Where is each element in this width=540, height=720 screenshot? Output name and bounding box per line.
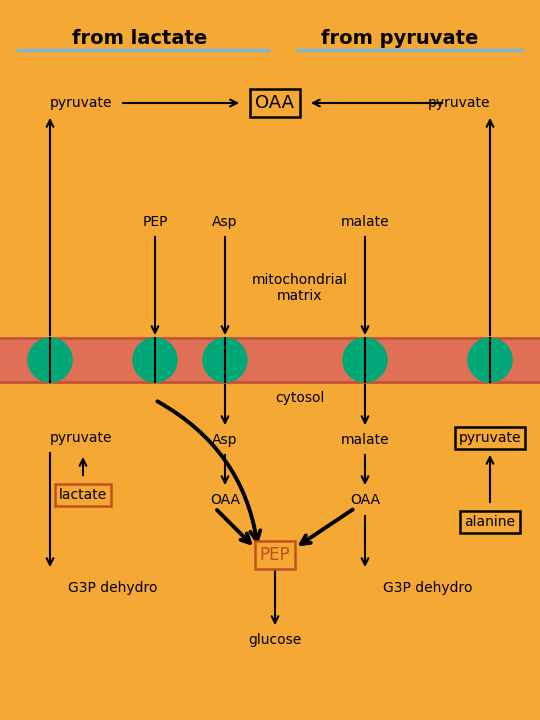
Text: pyruvate: pyruvate <box>428 96 490 110</box>
Text: Asp: Asp <box>212 215 238 229</box>
Text: malate: malate <box>341 433 389 447</box>
Bar <box>0 338 540 382</box>
Text: lactate: lactate <box>59 488 107 502</box>
FancyArrowPatch shape <box>158 401 260 541</box>
Text: cytosol: cytosol <box>275 391 325 405</box>
Text: mitochondrial
matrix: mitochondrial matrix <box>252 273 348 303</box>
Text: PEP: PEP <box>260 546 291 564</box>
Text: pyruvate: pyruvate <box>50 96 112 110</box>
Text: OAA: OAA <box>350 493 380 507</box>
Text: glucose: glucose <box>248 633 302 647</box>
Text: OAA: OAA <box>255 94 294 112</box>
Circle shape <box>343 338 387 382</box>
Text: pyruvate: pyruvate <box>50 431 112 445</box>
Circle shape <box>28 338 72 382</box>
Text: from lactate: from lactate <box>72 29 207 48</box>
Text: G3P dehydro: G3P dehydro <box>68 581 158 595</box>
Text: G3P dehydro: G3P dehydro <box>383 581 472 595</box>
Text: alanine: alanine <box>464 515 516 529</box>
Text: Asp: Asp <box>212 433 238 447</box>
Text: OAA: OAA <box>210 493 240 507</box>
Text: malate: malate <box>341 215 389 229</box>
Text: from pyruvate: from pyruvate <box>321 29 478 48</box>
Text: pyruvate: pyruvate <box>459 431 521 445</box>
Text: PEP: PEP <box>142 215 168 229</box>
Circle shape <box>203 338 247 382</box>
Circle shape <box>133 338 177 382</box>
Circle shape <box>468 338 512 382</box>
